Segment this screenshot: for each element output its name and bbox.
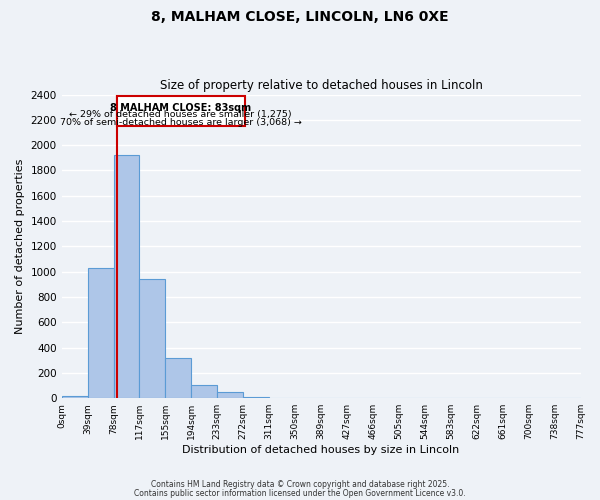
Bar bbox=[113, 156, 139, 398]
FancyBboxPatch shape bbox=[117, 96, 245, 126]
Text: 70% of semi-detached houses are larger (3,068) →: 70% of semi-detached houses are larger (… bbox=[60, 118, 302, 127]
Title: Size of property relative to detached houses in Lincoln: Size of property relative to detached ho… bbox=[160, 79, 482, 92]
X-axis label: Distribution of detached houses by size in Lincoln: Distribution of detached houses by size … bbox=[182, 445, 460, 455]
Bar bbox=[88, 268, 113, 398]
Text: ← 29% of detached houses are smaller (1,275): ← 29% of detached houses are smaller (1,… bbox=[70, 110, 292, 120]
Bar bbox=[139, 280, 166, 398]
Text: Contains public sector information licensed under the Open Government Licence v3: Contains public sector information licen… bbox=[134, 490, 466, 498]
Bar bbox=[191, 385, 217, 398]
Text: 8, MALHAM CLOSE, LINCOLN, LN6 0XE: 8, MALHAM CLOSE, LINCOLN, LN6 0XE bbox=[151, 10, 449, 24]
Bar bbox=[243, 397, 269, 398]
Bar bbox=[166, 358, 191, 398]
Bar bbox=[217, 392, 243, 398]
Y-axis label: Number of detached properties: Number of detached properties bbox=[15, 158, 25, 334]
Bar bbox=[62, 396, 88, 398]
Text: 8 MALHAM CLOSE: 83sqm: 8 MALHAM CLOSE: 83sqm bbox=[110, 103, 251, 113]
Text: Contains HM Land Registry data © Crown copyright and database right 2025.: Contains HM Land Registry data © Crown c… bbox=[151, 480, 449, 489]
